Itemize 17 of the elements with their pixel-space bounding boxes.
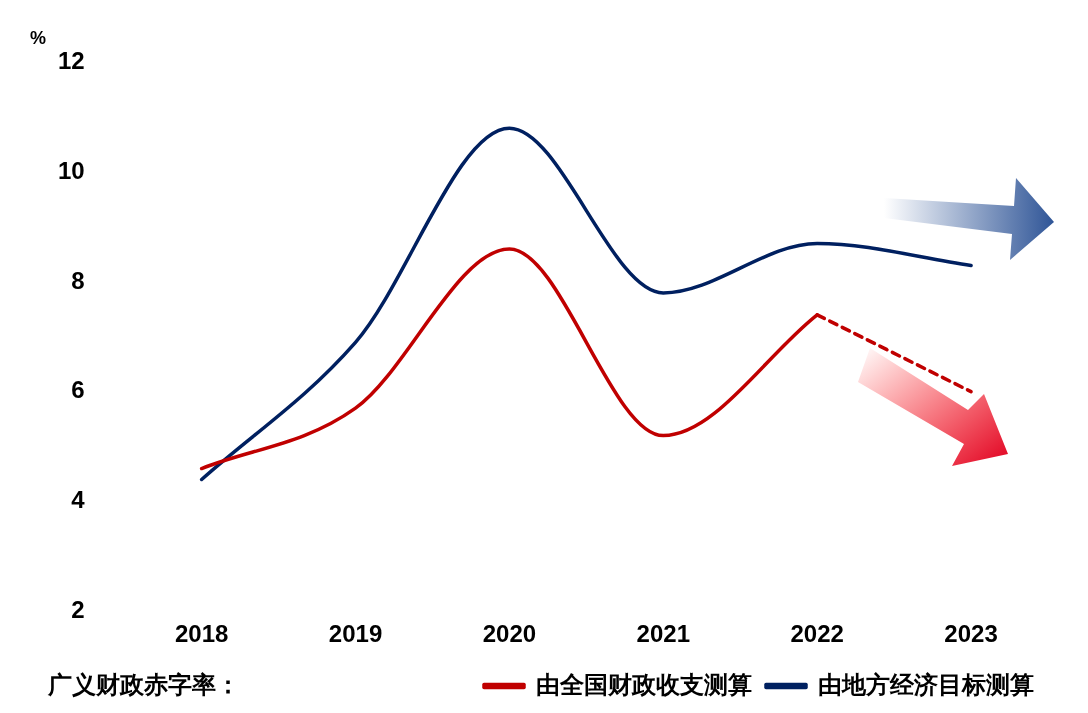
y-tick-label: 6 xyxy=(71,376,85,404)
x-tick-label: 2018 xyxy=(174,620,229,648)
x-tick-label: 2022 xyxy=(790,620,844,648)
legend-label: 由地方经济目标测算 xyxy=(818,670,1034,698)
x-tick-label: 2020 xyxy=(482,620,537,648)
y-tick-label: 10 xyxy=(57,156,85,184)
y-tick-label: 12 xyxy=(57,47,85,75)
x-tick-label: 2021 xyxy=(636,620,690,648)
x-tick-label: 2019 xyxy=(328,620,383,648)
y-tick-label: 4 xyxy=(71,486,86,514)
y-tick-label: 8 xyxy=(71,266,85,294)
x-tick-label: 2023 xyxy=(944,620,998,648)
y-tick-label: 2 xyxy=(71,595,85,623)
y-axis-title: % xyxy=(29,28,47,49)
legend-label: 由全国财政收支测算 xyxy=(536,670,752,698)
legend-title: 广义财政赤字率： xyxy=(47,670,240,698)
line-series xyxy=(199,126,973,482)
